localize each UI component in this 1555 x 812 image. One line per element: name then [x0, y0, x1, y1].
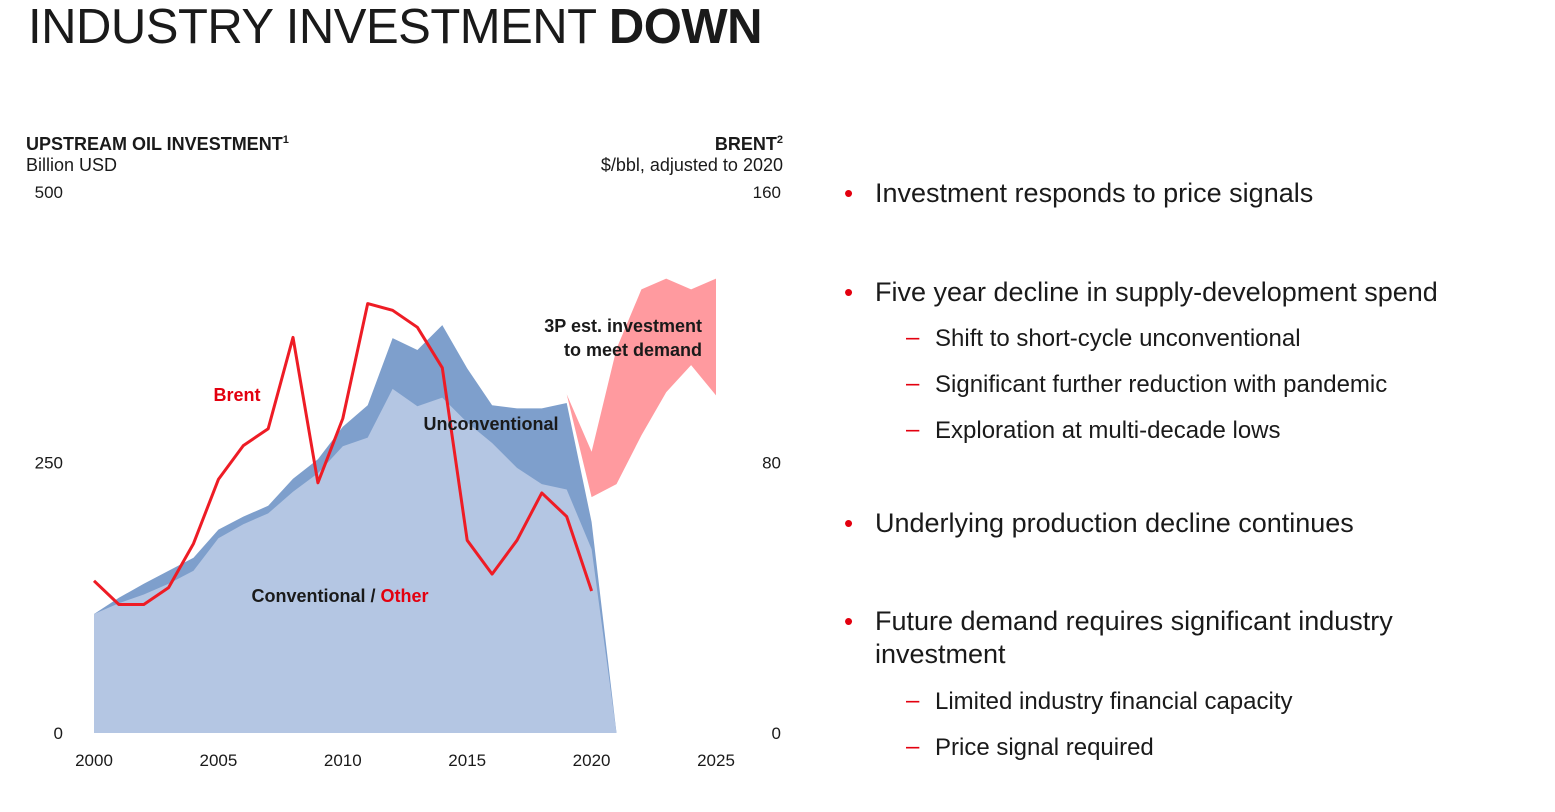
- sub-bullet-short-cycle: – Shift to short-cycle unconventional: [906, 324, 1301, 352]
- x-axis-tick: 2005: [199, 751, 237, 770]
- right-axis-tick: 160: [753, 183, 781, 202]
- left-axis-title: UPSTREAM OIL INVESTMENT1: [26, 134, 289, 154]
- forecast-label-line1: 3P est. investment: [544, 316, 702, 336]
- bullet-supply-decline: • Five year decline in supply-development…: [844, 277, 1438, 307]
- unconventional-series-label: Unconventional: [423, 414, 558, 434]
- page-title: INDUSTRY INVESTMENT DOWN: [28, 0, 762, 54]
- title-accent: DOWN: [608, 0, 763, 54]
- bullet-production-decline: • Underlying production decline continues: [844, 508, 1354, 538]
- sub-bullet-financial-capacity: – Limited industry financial capacity: [906, 687, 1293, 715]
- bullet-dot: •: [844, 508, 854, 538]
- sub-bullet-pandemic: – Significant further reduction with pand…: [906, 370, 1388, 398]
- x-axis-tick: 2015: [448, 751, 486, 770]
- bullet-future-demand: • Future demand requires significant indu…: [844, 606, 1393, 669]
- bullet-price-signals: • Investment responds to price signals: [844, 178, 1314, 208]
- dash-icon: –: [906, 733, 920, 760]
- left-axis-tick: 500: [35, 183, 63, 202]
- forecast-range-area: [566, 278, 716, 498]
- conventional-series-label: Conventional / Other: [251, 586, 428, 606]
- x-axis-tick: 2000: [75, 751, 113, 770]
- right-axis-unit: $/bbl, adjusted to 2020: [601, 155, 783, 175]
- right-axis-tick: 80: [762, 454, 781, 473]
- dash-icon: –: [906, 687, 920, 714]
- forecast-label-line2: to meet demand: [564, 340, 702, 360]
- sub-bullet-price-signal: – Price signal required: [906, 733, 1154, 761]
- left-axis-unit: Billion USD: [26, 155, 117, 175]
- dash-icon: –: [906, 370, 920, 397]
- sub-bullet-exploration: – Exploration at multi-decade lows: [906, 416, 1281, 444]
- x-axis-tick: 2020: [573, 751, 611, 770]
- investment-chart: UPSTREAM OIL INVESTMENT1 Billion USD BRE…: [26, 134, 783, 770]
- left-axis-tick: 250: [35, 454, 63, 473]
- dash-icon: –: [906, 416, 920, 443]
- x-axis-tick: 2025: [697, 751, 735, 770]
- bullet-dot: •: [844, 178, 854, 208]
- brent-series-label: Brent: [213, 385, 260, 405]
- x-axis-tick: 2010: [324, 751, 362, 770]
- bullet-dot: •: [844, 277, 854, 307]
- right-axis-title: BRENT2: [715, 134, 783, 154]
- dash-icon: –: [906, 324, 920, 351]
- conventional-area: [94, 388, 617, 733]
- title-main: INDUSTRY INVESTMENT: [28, 0, 596, 54]
- right-axis-tick: 0: [772, 724, 781, 743]
- bullet-dot: •: [844, 606, 854, 636]
- left-axis-tick: 0: [54, 724, 63, 743]
